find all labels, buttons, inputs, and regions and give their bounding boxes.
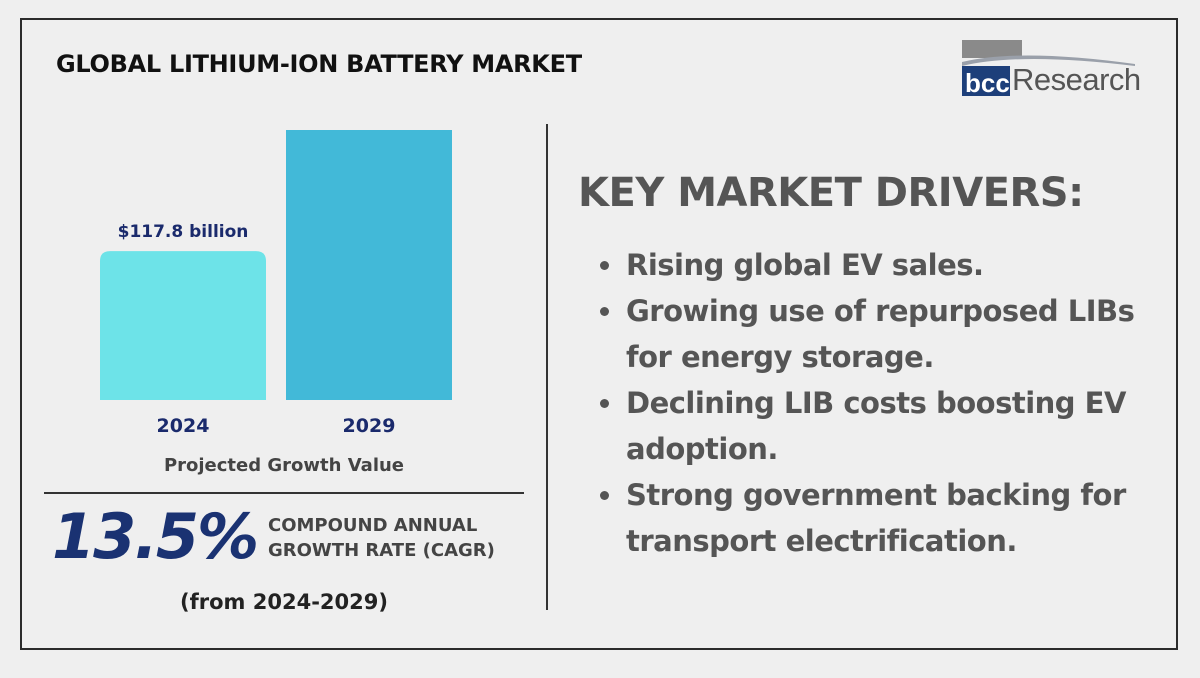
bullet-icon	[600, 261, 609, 270]
bcc-research-logo: bcc	[962, 40, 1135, 98]
page-title: GLOBAL LITHIUM-ION BATTERY MARKET	[56, 50, 582, 78]
driver-item: Strong government backing for transport …	[600, 472, 1160, 564]
cagr-label-line1: COMPOUND ANNUAL	[268, 515, 478, 536]
driver-text: Strong government backing for transport …	[626, 478, 1126, 558]
chart-caption: Projected Growth Value	[163, 455, 405, 476]
driver-text: Declining LIB costs boosting EV adoption…	[626, 386, 1126, 466]
category-label-2029: 2029	[343, 415, 396, 437]
driver-text: Growing use of repurposed LIBs for energ…	[626, 294, 1135, 374]
bullet-icon	[600, 307, 609, 316]
driver-item: Rising global EV sales.	[600, 242, 1160, 288]
driver-item: Declining LIB costs boosting EV adoption…	[600, 380, 1160, 472]
value-label-2024: $117.8 billion	[118, 222, 249, 242]
driver-text: Rising global EV sales.	[626, 248, 984, 282]
cagr-label-line2: GROWTH RATE (CAGR)	[268, 540, 495, 561]
driver-item: Growing use of repurposed LIBs for energ…	[600, 288, 1160, 380]
horizontal-divider	[44, 492, 524, 494]
cagr-label: COMPOUND ANNUAL GROWTH RATE (CAGR)	[268, 513, 495, 563]
vertical-divider	[546, 124, 548, 610]
svg-text:bcc: bcc	[965, 68, 1010, 98]
category-label-2024: 2024	[157, 415, 210, 437]
infographic-frame	[20, 18, 1178, 650]
drivers-list: Rising global EV sales. Growing use of r…	[600, 242, 1160, 564]
bullet-icon	[600, 399, 609, 408]
bullet-icon	[600, 491, 609, 500]
cagr-value: 13.5%	[52, 500, 259, 573]
drivers-heading: KEY MARKET DRIVERS:	[578, 170, 1084, 216]
bar-2024	[100, 251, 266, 400]
logo-wordmark: Research	[1012, 62, 1141, 97]
cagr-period: (from 2024-2029)	[180, 590, 388, 614]
bar-2029	[286, 130, 452, 400]
